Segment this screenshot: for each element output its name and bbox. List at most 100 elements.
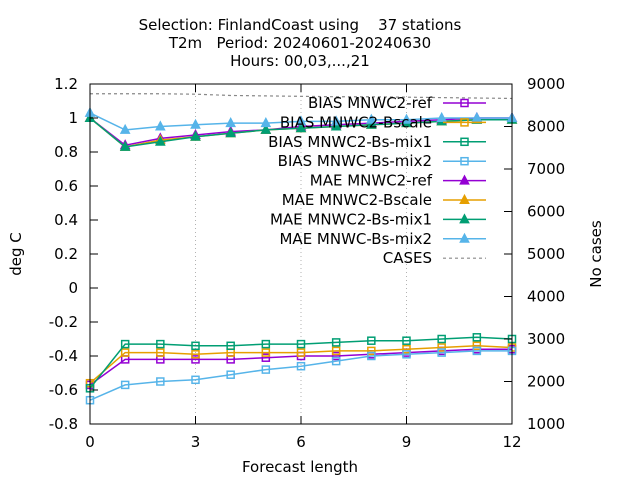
x-tick-label: 6 bbox=[296, 433, 306, 451]
data-point bbox=[260, 123, 272, 134]
data-point bbox=[261, 348, 271, 357]
legend-entry: MAE MNWC2-Bs-mix1 bbox=[270, 210, 486, 228]
y-tick-label: 0.8 bbox=[54, 143, 78, 161]
legend-marker bbox=[460, 98, 469, 108]
data-point bbox=[331, 356, 341, 366]
title-line-1: Selection: FinlandCoast using 37 station… bbox=[139, 16, 462, 34]
data-point bbox=[155, 120, 166, 131]
series-line bbox=[90, 93, 513, 100]
series bbox=[85, 346, 517, 405]
y2-tick-label: 8000 bbox=[527, 118, 565, 136]
y-tick-label: 1.2 bbox=[54, 75, 78, 93]
y-tick-label: 1 bbox=[68, 109, 78, 127]
y2-tick-label: 3000 bbox=[527, 330, 565, 348]
legend-label: BIAS MNWC-Bs-mix2 bbox=[278, 152, 432, 170]
data-point bbox=[367, 351, 376, 361]
series bbox=[85, 341, 517, 388]
data-point bbox=[156, 377, 165, 386]
x-axis-label: Forecast length bbox=[242, 458, 358, 476]
data-point bbox=[331, 346, 341, 356]
data-point bbox=[191, 375, 200, 385]
data-point bbox=[119, 140, 131, 151]
legend-label: MAE MNWC2-Bscale bbox=[282, 191, 432, 209]
y2-tick-label: 6000 bbox=[527, 203, 565, 221]
data-point bbox=[331, 338, 341, 347]
data-point bbox=[225, 117, 236, 128]
data-point bbox=[436, 111, 447, 122]
data-point bbox=[296, 348, 306, 357]
y-tick-label: 0.6 bbox=[54, 177, 78, 195]
data-point bbox=[156, 339, 165, 349]
data-point bbox=[261, 339, 271, 349]
x-tick-label: 3 bbox=[191, 433, 201, 451]
data-point bbox=[119, 123, 131, 134]
data-point bbox=[437, 343, 446, 352]
y2-tick-label: 2000 bbox=[527, 373, 565, 391]
legend-label: BIAS MNWC2-ref bbox=[308, 94, 433, 112]
data-point bbox=[437, 348, 446, 357]
data-point bbox=[226, 341, 235, 351]
data-point bbox=[225, 127, 236, 138]
y-tick-label: 0.2 bbox=[54, 245, 78, 263]
data-point bbox=[366, 113, 377, 124]
data-point bbox=[226, 370, 235, 379]
y2-tick-label: 7000 bbox=[527, 160, 565, 178]
data-point bbox=[437, 334, 446, 344]
legend-entry: CASES bbox=[383, 249, 486, 267]
y-tick-label: 0 bbox=[68, 279, 78, 297]
y2-tick-label: 5000 bbox=[527, 245, 565, 263]
legend-marker bbox=[459, 193, 470, 204]
data-point bbox=[190, 118, 201, 129]
data-point bbox=[120, 348, 130, 357]
data-point bbox=[261, 353, 271, 362]
legend-marker bbox=[460, 118, 469, 127]
legend-entry: BIAS MNWC2-Bscale bbox=[280, 113, 486, 131]
series-line bbox=[89, 350, 512, 401]
series-line bbox=[89, 348, 512, 386]
legend-entry: MAE MNWC2-ref bbox=[310, 172, 486, 190]
legend-entry: MAE MNWC-Bs-mix2 bbox=[279, 230, 486, 248]
data-point bbox=[471, 111, 483, 122]
data-point bbox=[330, 120, 342, 131]
legend-marker bbox=[459, 174, 470, 185]
series-line bbox=[89, 336, 513, 389]
title-line-3: Hours: 00,03,...,21 bbox=[230, 52, 370, 70]
data-point bbox=[295, 115, 307, 126]
data-point bbox=[155, 135, 166, 146]
y-axis-label: deg C bbox=[7, 232, 25, 276]
y-tick-label: -0.2 bbox=[49, 313, 78, 331]
data-point bbox=[367, 346, 376, 356]
legend-entry: MAE MNWC2-Bscale bbox=[282, 191, 486, 209]
ticks: 0 3 6 9 12 -0.8 -0.6 -0.4 -0.2 0 0.2 0.4 0.6 0.8 1 1.2 1… bbox=[49, 75, 565, 451]
data-point bbox=[402, 344, 411, 354]
data-point bbox=[120, 380, 130, 390]
legend-entry: BIAS MNWC2-Bs-mix1 bbox=[268, 133, 486, 151]
x-tick-label: 0 bbox=[85, 433, 95, 451]
data-point bbox=[261, 365, 271, 374]
data-point bbox=[296, 361, 306, 371]
data-point bbox=[402, 350, 411, 359]
legend-marker bbox=[460, 137, 469, 147]
legend-entry: BIAS MNWC2-ref bbox=[308, 94, 486, 112]
data-point bbox=[191, 350, 200, 359]
legend-label: BIAS MNWC2-Bs-mix1 bbox=[268, 133, 432, 151]
y2-tick-label: 1000 bbox=[527, 415, 565, 433]
x-tick-label: 12 bbox=[502, 433, 521, 451]
data-point bbox=[366, 118, 377, 129]
y-tick-label: 0.4 bbox=[54, 211, 78, 229]
chart-title: Selection: FinlandCoast using 37 station… bbox=[139, 16, 462, 70]
data-point bbox=[402, 336, 411, 345]
legend-marker bbox=[459, 232, 470, 243]
data-point bbox=[296, 339, 306, 349]
legend-label: MAE MNWC-Bs-mix2 bbox=[279, 230, 432, 248]
data-point bbox=[260, 117, 272, 128]
legend-label: MAE MNWC2-Bs-mix1 bbox=[270, 210, 432, 228]
legend-marker bbox=[459, 213, 470, 224]
series bbox=[84, 106, 518, 134]
legend-entry: BIAS MNWC-Bs-mix2 bbox=[278, 152, 486, 170]
data-point bbox=[331, 351, 341, 361]
data-point bbox=[191, 355, 200, 364]
title-line-2: T2m Period: 20240601-20240630 bbox=[168, 34, 431, 52]
